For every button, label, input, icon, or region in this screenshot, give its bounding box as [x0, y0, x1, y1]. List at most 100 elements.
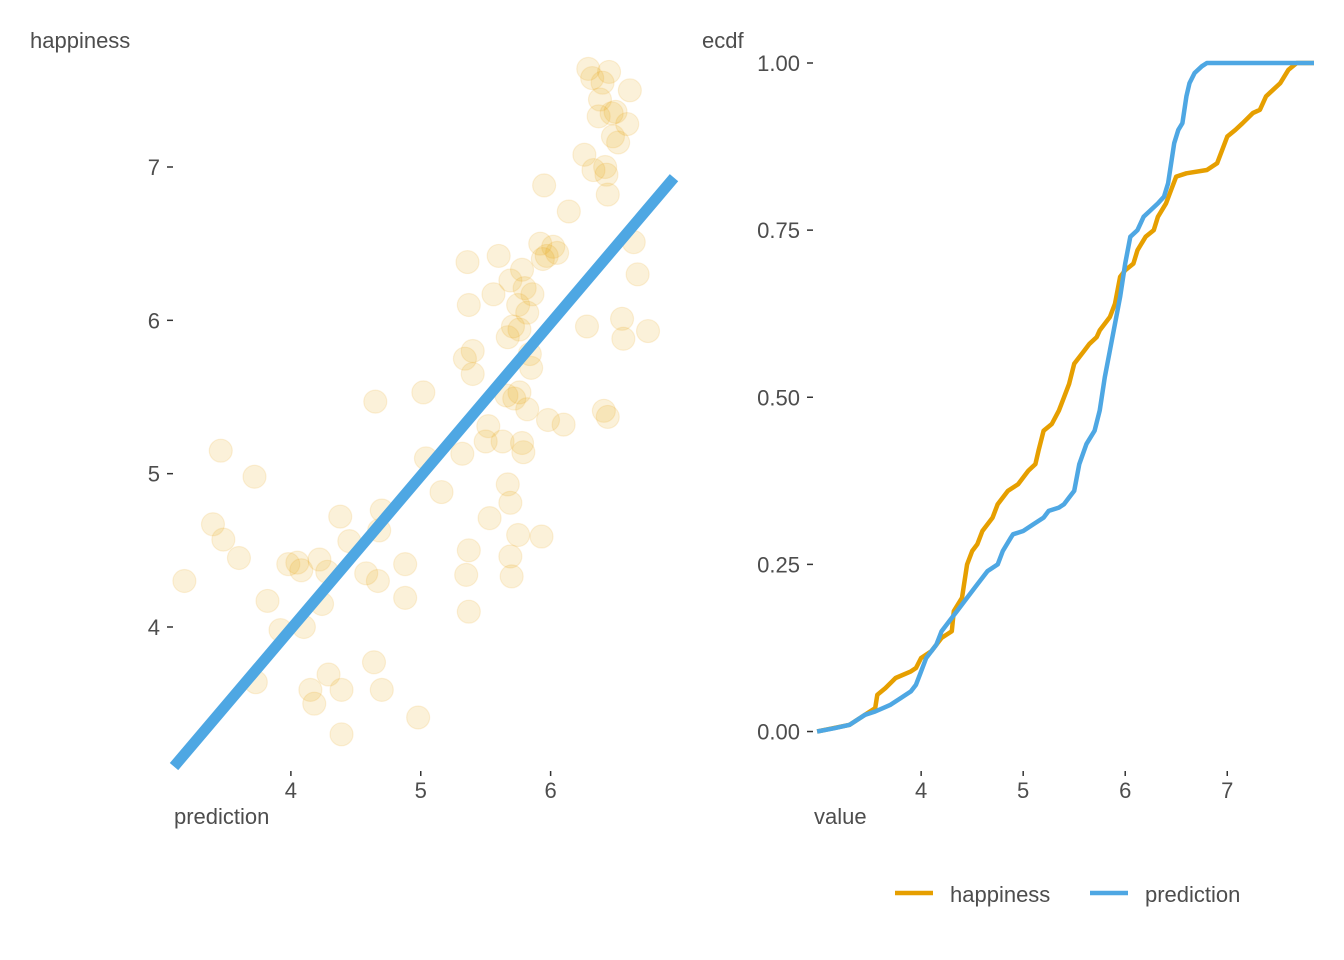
- scatter-point: [603, 99, 628, 124]
- scatter-point: [329, 677, 354, 702]
- scatter-point: [572, 142, 597, 167]
- scatter-point: [498, 268, 523, 293]
- scatter-point: [452, 346, 478, 371]
- scatter-point: [556, 199, 581, 224]
- scatter-point: [615, 111, 640, 137]
- scatter-point: [532, 173, 557, 198]
- y-tick-label: 6: [148, 308, 160, 333]
- scatter-point: [354, 561, 379, 586]
- scatter-point: [581, 157, 606, 183]
- y-tick-label: 5: [148, 462, 160, 487]
- y-axis-ticks: 0.00 0.25 0.50 0.75 1.00: [757, 51, 813, 745]
- scatter-point: [473, 429, 498, 454]
- scatter-point: [456, 599, 481, 624]
- legend-label-happiness: happiness: [950, 882, 1050, 907]
- scatter-point: [460, 338, 485, 364]
- fit-line: [169, 174, 679, 771]
- y-tick-label: 1.00: [757, 51, 800, 76]
- scatter-point: [591, 398, 616, 423]
- x-axis-title: prediction: [174, 804, 269, 829]
- scatter-point: [289, 558, 314, 583]
- x-tick-label: 6: [1119, 778, 1131, 803]
- scatter-point: [455, 249, 480, 275]
- legend: happiness prediction: [895, 882, 1240, 907]
- scatter-point: [606, 130, 631, 155]
- scatter-point: [298, 677, 323, 702]
- scatter-point: [328, 504, 353, 529]
- scatter-point: [509, 430, 535, 456]
- scatter-point: [285, 550, 310, 575]
- scatter-point: [226, 545, 252, 571]
- scatter-point: [454, 562, 479, 587]
- scatter-point: [590, 70, 615, 95]
- scatter-point: [541, 234, 566, 259]
- y-tick-label: 0.75: [757, 218, 800, 243]
- x-tick-label: 6: [544, 778, 556, 803]
- scatter-point: [507, 317, 532, 342]
- scatter-point: [535, 407, 561, 433]
- scatter-point: [599, 101, 624, 126]
- x-tick-label: 7: [1221, 778, 1233, 803]
- scatter-point: [595, 404, 620, 430]
- scatter-points: [172, 56, 661, 747]
- y-axis-title: ecdf: [702, 28, 744, 53]
- scatter-point: [406, 705, 431, 730]
- scatter-point: [528, 231, 553, 256]
- x-axis-ticks: 4 5 6 7: [915, 771, 1233, 803]
- scatter-point: [329, 722, 354, 747]
- y-tick-label: 0.50: [757, 385, 800, 410]
- x-tick-label: 5: [1017, 778, 1029, 803]
- scatter-point: [600, 124, 626, 149]
- scatter-point: [530, 246, 555, 272]
- scatter-point: [365, 568, 390, 594]
- scatter-point: [635, 318, 661, 344]
- scatter-point: [363, 389, 388, 414]
- x-axis-ticks: 4 5 6: [285, 771, 557, 803]
- scatter-point: [586, 104, 611, 129]
- scatter-point: [617, 78, 642, 103]
- ecdf-line-prediction: [816, 60, 1314, 734]
- scatter-point: [529, 524, 554, 549]
- x-axis-title: value: [814, 804, 867, 829]
- y-axis-ticks: 4 5 6 7: [148, 155, 173, 640]
- scatter-point: [509, 257, 535, 282]
- scatter-point: [477, 506, 502, 531]
- scatter-point: [495, 325, 520, 350]
- x-tick-label: 4: [915, 778, 927, 803]
- scatter-point: [490, 429, 515, 454]
- ecdf-line-happiness: [816, 60, 1314, 734]
- scatter-point: [507, 380, 532, 405]
- scatter-point: [611, 326, 636, 351]
- scatter-point: [302, 691, 327, 716]
- scatter-point: [515, 397, 540, 422]
- scatter-point: [593, 154, 618, 180]
- scatter-point: [574, 314, 600, 339]
- scatter-point: [576, 56, 601, 81]
- scatter-point: [498, 544, 523, 569]
- scatter-point: [500, 314, 526, 339]
- y-tick-label: 7: [148, 155, 160, 180]
- scatter-point: [625, 262, 650, 287]
- scatter-point: [450, 441, 475, 466]
- scatter-point: [393, 552, 418, 577]
- scatter-point: [211, 527, 236, 552]
- scatter-point: [495, 472, 520, 497]
- scatter-point: [429, 479, 454, 505]
- scatter-point: [551, 412, 576, 437]
- scatter-point: [506, 522, 531, 548]
- y-tick-label: 0.25: [757, 552, 800, 577]
- y-axis-title: happiness: [30, 28, 130, 53]
- scatter-point: [172, 568, 197, 594]
- scatter-point: [456, 292, 481, 318]
- scatter-point: [255, 588, 280, 614]
- scatter-point: [515, 300, 540, 325]
- scatter-point: [276, 552, 301, 577]
- scatter-point: [534, 243, 559, 269]
- scatter-point: [499, 564, 524, 589]
- scatter-point: [545, 240, 570, 265]
- ecdf-panel: 4 5 6 7 0.00 0.25 0.50 0.75 1.00 ecdf value: [702, 28, 1314, 829]
- scatter-point: [369, 677, 394, 702]
- scatter-point: [511, 440, 536, 465]
- scatter-point: [595, 182, 620, 207]
